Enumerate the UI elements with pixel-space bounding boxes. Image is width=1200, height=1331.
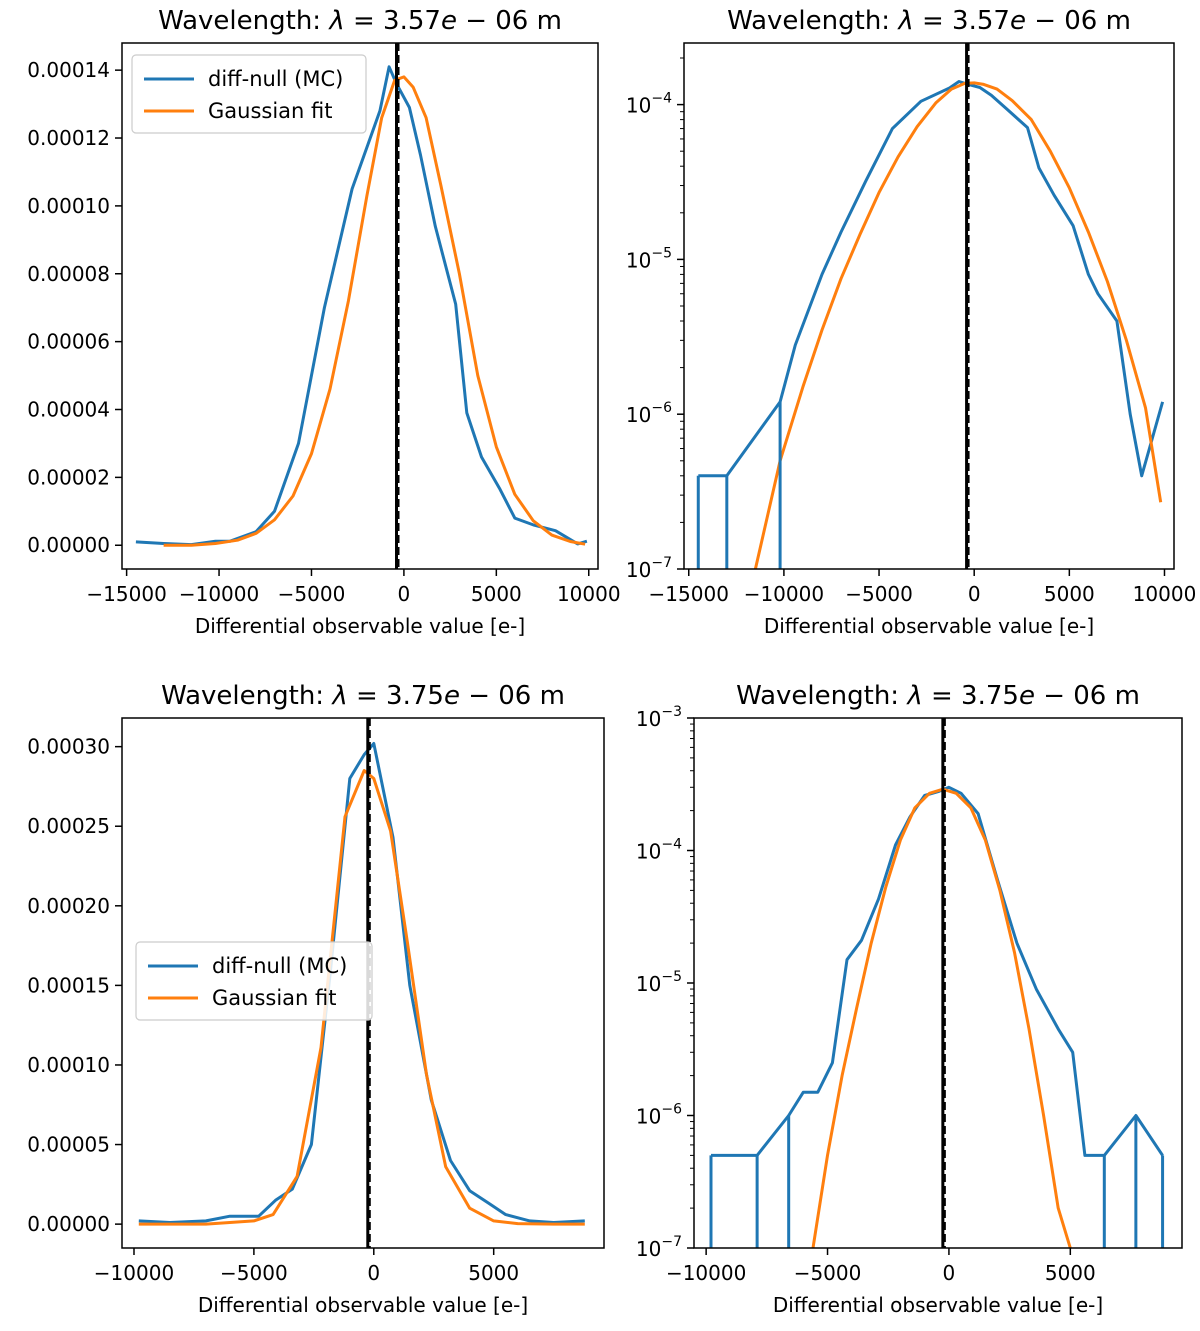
series-gaussian-fit-line [138,769,585,1226]
legend-box [135,941,373,1021]
y-tick-label: 0.00004 [27,398,110,422]
x-tick-label: 10000 [1133,582,1197,606]
x-axis-label: Differential observable value [e-] [773,1293,1103,1317]
y-tick-label: 0.00000 [27,1212,110,1236]
y-tick-label: 10−5 [636,969,682,996]
plot-area-b [696,80,1165,569]
legend: diff-null (MC) Gaussian fit [131,54,367,134]
y-tick-label: 0.00015 [27,973,110,997]
chart-title: Wavelength: λ = 3.57e − 06 m [158,6,562,36]
legend-box [131,54,367,134]
chart-c: −10000 −5000 0 5000 0.00000 0.00005 0.00010 0.0… [27,681,605,1317]
y-tick-label: 10−5 [626,245,672,272]
axes-frame [121,717,605,1249]
x-tick-label: −10000 [94,1261,174,1285]
y-tick-label: 0.00020 [27,894,110,918]
chart-title: Wavelength: λ = 3.57e − 06 m [727,6,1131,36]
x-tick-label: 5000 [1044,582,1095,606]
y-tick-label: 0.00000 [27,533,110,557]
chart-title: Wavelength: λ = 3.75e − 06 m [736,681,1140,711]
y-tick-label: 10−4 [626,91,672,118]
series-gaussian-fit-line [163,75,586,547]
x-tick-label: −10000 [666,1261,746,1285]
y-tick-label: 0.00005 [27,1133,110,1157]
x-axis-label: Differential observable value [e-] [195,614,525,638]
y-tick-label: 0.00010 [27,194,110,218]
y-tick-label: 0.00025 [27,814,110,838]
y-tick-label: 10−6 [636,1102,682,1129]
legend-label: diff-null (MC) [208,67,343,91]
y-tick-label: 0.00008 [27,262,110,286]
chart-b: −15000 −10000 −5000 0 5000 10000 10−7 10−6 10−5 1… [626,6,1196,638]
y-tick-label: 0.00012 [27,126,110,150]
series-mc-line [698,80,1165,478]
chart-d: −10000 −5000 0 5000 10−7 10−6 10−5 10−4 10−3 Wave… [636,681,1183,1317]
x-tick-label: 0 [943,1261,956,1285]
x-tick-label: −5000 [794,1261,862,1285]
chart-a: −15000 −10000 −5000 0 5000 10000 0.00000 0.0000… [27,6,620,638]
series-mc-line [711,785,1164,1157]
x-tick-label: 5000 [471,582,522,606]
legend-label: diff-null (MC) [212,954,347,978]
x-tick-label: 0 [968,582,981,606]
x-tick-label: −10000 [744,582,824,606]
x-axis-label: Differential observable value [e-] [198,1293,528,1317]
legend-label: Gaussian fit [208,99,332,123]
x-tick-label: 10000 [557,582,621,606]
x-tick-label: −15000 [86,582,166,606]
x-tick-label: 0 [367,1261,380,1285]
y-tick-label: 10−6 [626,400,672,427]
chart-title: Wavelength: λ = 3.75e − 06 m [161,681,565,711]
y-tick-label: 0.00006 [27,330,110,354]
series-mc-line [135,65,588,547]
y-tick-label: 10−7 [626,555,672,582]
y-tick-label: 0.00002 [27,465,110,489]
plot-area-a [135,65,588,547]
legend-label: Gaussian fit [212,986,336,1010]
x-tick-label: −5000 [278,582,346,606]
x-tick-label: 0 [398,582,411,606]
legend: diff-null (MC) Gaussian fit [135,941,373,1021]
x-tick-label: −15000 [649,582,729,606]
plot-area-d [709,785,1165,1248]
x-tick-label: 5000 [468,1261,519,1285]
y-tick-label: 10−7 [636,1234,682,1261]
axes-frame [683,42,1175,570]
axes-frame [121,42,599,570]
x-axis-label: Differential observable value [e-] [764,614,1094,638]
y-tick-label: 0.00010 [27,1053,110,1077]
x-tick-label: −10000 [179,582,259,606]
y-tick-label: 0.00014 [27,58,110,82]
x-tick-label: −5000 [220,1261,288,1285]
y-tick-label: 10−4 [636,837,682,864]
y-tick-label: 0.00030 [27,735,110,759]
x-tick-label: −5000 [845,582,913,606]
series-gaussian-fit-line [811,787,1072,1248]
axes-frame [693,717,1183,1249]
y-tick-label: 10−3 [636,704,682,731]
x-tick-label: 5000 [1045,1261,1096,1285]
series-gaussian-fit-line [753,81,1163,569]
